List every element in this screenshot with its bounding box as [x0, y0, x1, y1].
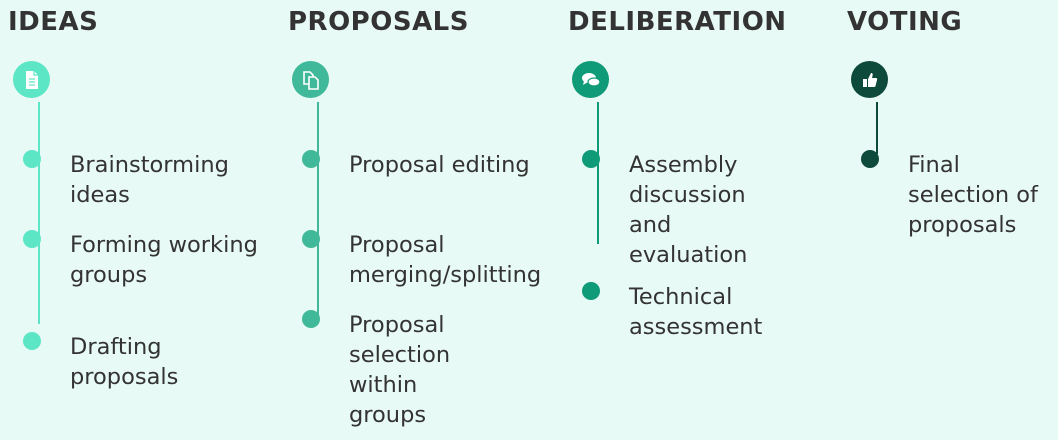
timeline-line: [38, 102, 40, 324]
timeline-line: [597, 102, 599, 244]
list-item: Proposal editing: [349, 152, 530, 178]
list-item: Final selection of proposals: [908, 152, 1038, 238]
timeline-dot: [582, 282, 600, 300]
phase-deliberation: DELIBERATION Assembly discussion and eva…: [559, 0, 829, 440]
phase-proposals: PROPOSALS Proposal editing Proposal merg…: [279, 0, 549, 440]
phase-title: PROPOSALS: [288, 7, 469, 37]
timeline-line: [317, 102, 319, 324]
list-item: Forming working groups: [70, 232, 258, 288]
phase-title: VOTING: [847, 7, 963, 37]
document-icon: [13, 61, 50, 98]
timeline-dot: [302, 230, 320, 248]
list-item: Assembly discussion and evaluation: [629, 152, 748, 268]
phase-ideas: IDEAS Brainstorming ideas Forming workin…: [0, 0, 270, 440]
timeline-dot: [582, 150, 600, 168]
timeline-dot: [861, 150, 879, 168]
phase-voting: VOTING Final selection of proposals: [838, 0, 1058, 440]
timeline-dot: [23, 230, 41, 248]
phase-title: DELIBERATION: [568, 7, 787, 37]
timeline-line: [876, 102, 878, 154]
thumbs-up-icon: [851, 61, 888, 98]
list-item: Brainstorming ideas: [70, 152, 229, 208]
phase-title: IDEAS: [8, 7, 99, 37]
list-item: Technical assessment: [629, 284, 763, 340]
copy-icon: [292, 61, 329, 98]
timeline-dot: [302, 310, 320, 328]
list-item: Drafting proposals: [70, 334, 179, 390]
list-item: Proposal selection within groups: [349, 312, 451, 428]
timeline-dot: [23, 150, 41, 168]
timeline-dot: [302, 150, 320, 168]
chat-icon: [572, 61, 609, 98]
list-item: Proposal merging/splitting: [349, 232, 542, 288]
timeline-dot: [23, 332, 41, 350]
